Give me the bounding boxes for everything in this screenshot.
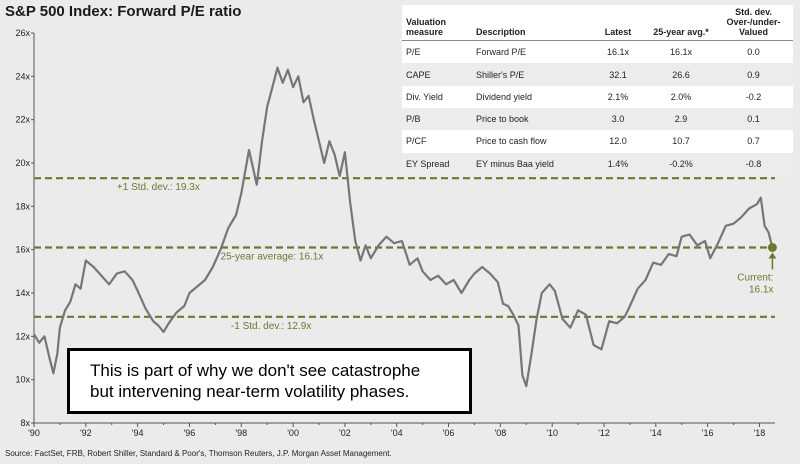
x-tick-label: '12 xyxy=(598,428,610,438)
cell-description: Price to cash flow xyxy=(476,136,547,147)
y-tick-label: 18x xyxy=(15,201,30,211)
table-header-row: Valuation measure Description Latest 25-… xyxy=(402,5,793,41)
table-row: P/B Price to book 3.0 2.9 0.1 xyxy=(402,107,793,131)
cell-stddev: -0.2 xyxy=(745,91,762,102)
table-row: CAPE Shiller's P/E 32.1 26.6 0.9 xyxy=(402,63,793,86)
y-tick-label: 14x xyxy=(15,288,30,298)
cell-stddev: 0.1 xyxy=(714,107,793,131)
header-valuation-measure: Valuation measure xyxy=(402,5,472,41)
table-body: P/E Forward P/E 16.1x 16.1x 0.0 CAPE Shiller's… xyxy=(402,41,793,175)
table-row: P/CF Price to cash flow 12.0 10.7 0.7 xyxy=(402,130,793,152)
callout-line-1: This is part of why we don't see catastr… xyxy=(90,361,421,380)
cell-stddev: 0.9 xyxy=(714,63,793,86)
x-tick-label: '18 xyxy=(754,428,766,438)
reference-lines: +1 Std. dev.: 19.3x 25-year average: 16.1… xyxy=(34,177,775,332)
cell-measure: EY Spread xyxy=(402,152,472,175)
current-marker xyxy=(767,243,777,252)
current-label-line2: 16.1x xyxy=(749,285,773,296)
reference-line-label: -1 Std. dev.: 12.9x xyxy=(231,321,311,332)
callout-box: This is part of why we don't see catastr… xyxy=(67,348,472,414)
cell-latest: 1.4% xyxy=(588,152,648,175)
reference-line-label: 25-year average: 16.1x xyxy=(221,252,324,263)
x-tick-label: '14 xyxy=(650,428,662,438)
cell-latest: 32.1 xyxy=(588,63,648,86)
y-tick-label: 26x xyxy=(15,28,30,38)
y-tick-label: 16x xyxy=(15,245,30,255)
current-marker-group: Current:16.1x xyxy=(737,243,777,296)
y-tick-label: 8x xyxy=(20,418,30,428)
current-label-line1: Current: xyxy=(737,273,773,284)
y-tick-label: 20x xyxy=(15,158,30,168)
cell-measure: P/E xyxy=(406,47,421,58)
x-tick-label: '06 xyxy=(443,428,455,438)
y-tick-label: 24x xyxy=(15,71,30,81)
cell-avg: -0.2% xyxy=(648,152,714,175)
cell-latest: 2.1% xyxy=(607,91,629,102)
current-arrow-head xyxy=(768,252,777,259)
header-std-dev: Std. dev. Over-/under-Valued xyxy=(714,5,793,41)
table-row: Div. Yield Dividend yield 2.1% 2.0% -0.2 xyxy=(402,86,793,108)
cell-avg: 16.1x xyxy=(669,47,693,58)
valuation-table: Valuation measure Description Latest 25-… xyxy=(402,5,793,175)
y-tick-label: 22x xyxy=(15,115,30,125)
series-layer xyxy=(33,66,774,388)
cell-description: Forward P/E xyxy=(476,47,527,58)
x-tick-label: '00 xyxy=(287,428,299,438)
cell-description: EY minus Baa yield xyxy=(472,152,588,175)
x-tick-label: '02 xyxy=(339,428,351,438)
cell-measure: P/B xyxy=(402,107,472,131)
x-axis: '90 '92 '94 '96 '98 '00 '02 '04 '06 '08 '10 '12 '14 '… xyxy=(28,422,775,438)
cell-description: Dividend yield xyxy=(476,91,533,102)
header-25yr-avg: 25-year avg.* xyxy=(648,5,714,41)
pe-series-line xyxy=(33,66,774,388)
header-latest: Latest xyxy=(588,5,648,41)
cell-latest: 12.0 xyxy=(609,136,627,147)
y-tick-label: 12x xyxy=(15,331,30,341)
x-tick-label: '94 xyxy=(132,428,144,438)
callout-line-2: but intervening near-term volatility pha… xyxy=(90,382,410,401)
cell-description: Price to book xyxy=(472,107,588,131)
cell-latest: 3.0 xyxy=(588,107,648,131)
table-row: P/E Forward P/E 16.1x 16.1x 0.0 xyxy=(402,41,793,64)
cell-avg: 2.0% xyxy=(670,91,692,102)
x-tick-label: '92 xyxy=(80,428,92,438)
cell-description: Shiller's P/E xyxy=(472,63,588,86)
cell-measure: CAPE xyxy=(402,63,472,86)
cell-stddev: 0.0 xyxy=(747,47,760,58)
header-description: Description xyxy=(472,5,588,41)
x-tick-label: '16 xyxy=(702,428,714,438)
y-tick-label: 10x xyxy=(15,375,30,385)
chart-title: S&P 500 Index: Forward P/E ratio xyxy=(5,3,242,20)
source-note: Source: FactSet, FRB, Robert Shiller, St… xyxy=(5,449,392,458)
cell-avg: 10.7 xyxy=(672,136,690,147)
cell-avg: 26.6 xyxy=(648,63,714,86)
table-row: EY Spread EY minus Baa yield 1.4% -0.2% -0.8 xyxy=(402,152,793,175)
cell-latest: 16.1x xyxy=(606,47,630,58)
x-tick-label: '04 xyxy=(391,428,403,438)
cell-stddev: -0.8 xyxy=(714,152,793,175)
x-tick-label: '90 xyxy=(28,428,40,438)
reference-line-label: +1 Std. dev.: 19.3x xyxy=(117,182,200,193)
cell-measure: Div. Yield xyxy=(406,91,443,102)
x-tick-label: '08 xyxy=(494,428,506,438)
cell-measure: P/CF xyxy=(406,136,427,147)
x-tick-label: '96 xyxy=(184,428,196,438)
cell-avg: 2.9 xyxy=(648,107,714,131)
x-tick-label: '98 xyxy=(235,428,247,438)
y-axis: 8x 10x 12x 14x 16x 18x 20x 22x 24x 26x xyxy=(15,28,35,428)
x-tick-label: '10 xyxy=(546,428,558,438)
cell-stddev: 0.7 xyxy=(747,136,760,147)
